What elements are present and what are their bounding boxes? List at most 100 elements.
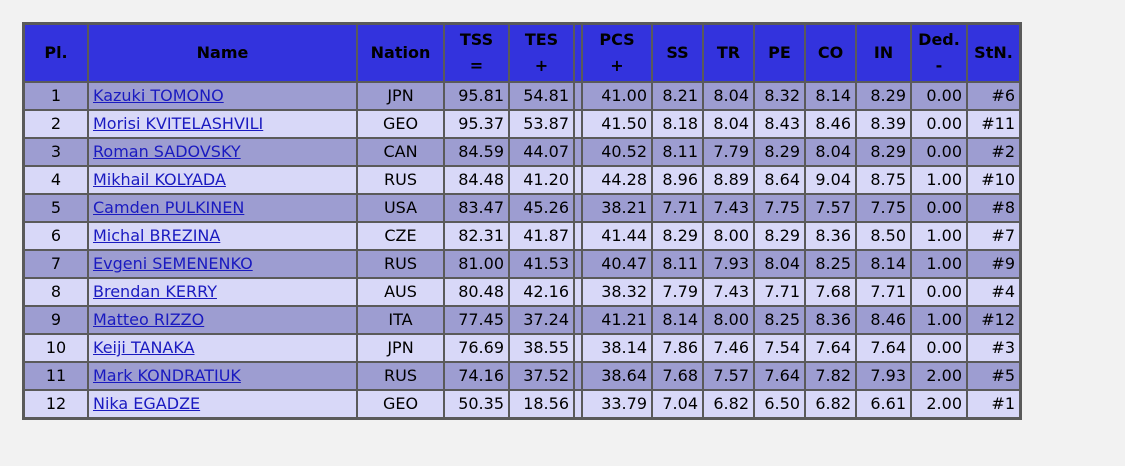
- cell-ded: 2.00: [912, 391, 966, 417]
- cell-pe: 7.54: [755, 335, 804, 361]
- cell-in: 7.64: [857, 335, 910, 361]
- skater-name-link[interactable]: Michal BREZINA: [93, 226, 221, 245]
- table-row: 8 Brendan KERRY AUS 80.48 42.16 38.32 7.79 7.43…: [25, 279, 1019, 305]
- skater-name-link[interactable]: Brendan KERRY: [93, 282, 217, 301]
- skater-name-link[interactable]: Matteo RIZZO: [93, 310, 205, 329]
- header-row: Pl. Name Nation TSS = TES + PCS + SS TR PE …: [25, 25, 1019, 81]
- cell-stn: #9: [968, 251, 1019, 277]
- cell-pcs: 41.21: [583, 307, 651, 333]
- cell-tss: 81.00: [445, 251, 508, 277]
- cell-co: 8.25: [806, 251, 855, 277]
- cell-name: Kazuki TOMONO: [89, 83, 356, 109]
- cell-in: 7.71: [857, 279, 910, 305]
- cell-co: 8.36: [806, 307, 855, 333]
- cell-place: 1: [25, 83, 87, 109]
- cell-nation: JPN: [358, 83, 443, 109]
- cell-tr: 7.93: [704, 251, 753, 277]
- skater-name-link[interactable]: Kazuki TOMONO: [93, 86, 224, 105]
- cell-pe: 8.64: [755, 167, 804, 193]
- cell-tr: 7.43: [704, 279, 753, 305]
- cell-tr: 8.04: [704, 83, 753, 109]
- cell-tss: 74.16: [445, 363, 508, 389]
- cell-in: 8.14: [857, 251, 910, 277]
- cell-co: 7.57: [806, 195, 855, 221]
- cell-stn: #11: [968, 111, 1019, 137]
- cell-pe: 8.43: [755, 111, 804, 137]
- cell-tes: 41.53: [510, 251, 573, 277]
- header-pcs-op: +: [610, 56, 624, 75]
- cell-tss: 50.35: [445, 391, 508, 417]
- cell-ded: 0.00: [912, 139, 966, 165]
- cell-ss: 8.29: [653, 223, 702, 249]
- skater-name-link[interactable]: Camden PULKINEN: [93, 198, 245, 217]
- skater-name-link[interactable]: Evgeni SEMENENKO: [93, 254, 253, 273]
- header-nation: Nation: [358, 25, 443, 81]
- cell-stn: #2: [968, 139, 1019, 165]
- cell-name: Mikhail KOLYADA: [89, 167, 356, 193]
- cell-pcs: 33.79: [583, 391, 651, 417]
- header-pl: Pl.: [25, 25, 87, 81]
- table-row: 4 Mikhail KOLYADA RUS 84.48 41.20 44.28 8.96 8.…: [25, 167, 1019, 193]
- cell-pcs: 38.21: [583, 195, 651, 221]
- cell-spacer: [575, 335, 581, 361]
- skater-name-link[interactable]: Mark KONDRATIUK: [93, 366, 241, 385]
- cell-spacer: [575, 391, 581, 417]
- cell-tr: 7.57: [704, 363, 753, 389]
- cell-co: 8.36: [806, 223, 855, 249]
- header-tes: TES +: [510, 25, 573, 81]
- skater-name-link[interactable]: Mikhail KOLYADA: [93, 170, 226, 189]
- cell-in: 8.29: [857, 139, 910, 165]
- skater-name-link[interactable]: Keiji TANAKA: [93, 338, 195, 357]
- cell-nation: AUS: [358, 279, 443, 305]
- header-tes-label: TES: [524, 30, 559, 49]
- table-row: 10 Keiji TANAKA JPN 76.69 38.55 38.14 7.86 7.46…: [25, 335, 1019, 361]
- cell-tss: 84.48: [445, 167, 508, 193]
- skater-name-link[interactable]: Roman SADOVSKY: [93, 142, 241, 161]
- results-body: 1 Kazuki TOMONO JPN 95.81 54.81 41.00 8.21 8.04…: [25, 83, 1019, 417]
- header-ded-op: -: [935, 56, 943, 75]
- cell-tss: 83.47: [445, 195, 508, 221]
- cell-pe: 7.75: [755, 195, 804, 221]
- cell-in: 7.75: [857, 195, 910, 221]
- cell-pe: 8.29: [755, 139, 804, 165]
- cell-ded: 1.00: [912, 251, 966, 277]
- cell-pcs: 41.00: [583, 83, 651, 109]
- cell-stn: #6: [968, 83, 1019, 109]
- cell-pe: 8.25: [755, 307, 804, 333]
- cell-pe: 7.71: [755, 279, 804, 305]
- cell-name: Matteo RIZZO: [89, 307, 356, 333]
- cell-pcs: 41.50: [583, 111, 651, 137]
- cell-spacer: [575, 195, 581, 221]
- table-row: 12 Nika EGADZE GEO 50.35 18.56 33.79 7.04 6.82 6…: [25, 391, 1019, 417]
- header-ded-label: Ded.: [918, 30, 960, 49]
- cell-in: 8.50: [857, 223, 910, 249]
- cell-name: Evgeni SEMENENKO: [89, 251, 356, 277]
- header-tss-label: TSS: [459, 30, 494, 49]
- header-spacer: [575, 25, 581, 81]
- cell-tr: 8.00: [704, 307, 753, 333]
- cell-in: 8.39: [857, 111, 910, 137]
- cell-tes: 37.52: [510, 363, 573, 389]
- cell-pe: 6.50: [755, 391, 804, 417]
- cell-ss: 8.11: [653, 139, 702, 165]
- skater-name-link[interactable]: Morisi KVITELASHVILI: [93, 114, 264, 133]
- cell-tes: 45.26: [510, 195, 573, 221]
- cell-place: 12: [25, 391, 87, 417]
- cell-nation: JPN: [358, 335, 443, 361]
- header-ded: Ded. -: [912, 25, 966, 81]
- cell-tss: 76.69: [445, 335, 508, 361]
- cell-spacer: [575, 111, 581, 137]
- cell-ss: 7.79: [653, 279, 702, 305]
- header-tss: TSS =: [445, 25, 508, 81]
- skater-name-link[interactable]: Nika EGADZE: [93, 394, 201, 413]
- cell-tr: 7.43: [704, 195, 753, 221]
- header-pcs: PCS +: [583, 25, 651, 81]
- table-row: 2 Morisi KVITELASHVILI GEO 95.37 53.87 41.50 8…: [25, 111, 1019, 137]
- header-stn: StN.: [968, 25, 1019, 81]
- cell-place: 5: [25, 195, 87, 221]
- cell-stn: #10: [968, 167, 1019, 193]
- cell-stn: #3: [968, 335, 1019, 361]
- cell-name: Roman SADOVSKY: [89, 139, 356, 165]
- cell-spacer: [575, 279, 581, 305]
- cell-name: Brendan KERRY: [89, 279, 356, 305]
